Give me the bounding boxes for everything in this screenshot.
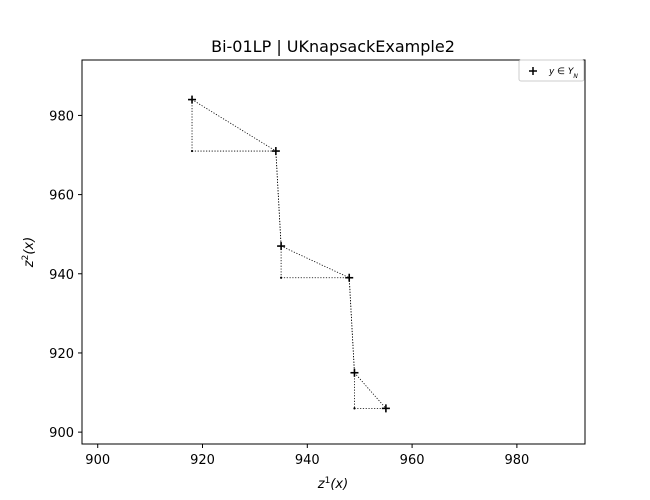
data-point-plus-icon	[381, 404, 390, 413]
y-tick-label: 920	[49, 347, 74, 362]
legend-box	[518, 59, 585, 82]
segment-link-line	[275, 151, 282, 247]
data-point-plus-icon	[188, 95, 197, 104]
legend-label: y ∈ YN	[548, 67, 578, 80]
x-tick-label: 960	[400, 453, 425, 468]
data-point-plus-icon	[271, 147, 280, 156]
y-tick-label: 900	[49, 426, 74, 441]
x-tick-label: 920	[190, 453, 215, 468]
nadir-point	[280, 276, 283, 279]
chart-title: Bi-01LP | UKnapsackExample2	[211, 37, 455, 56]
pareto-connector-line	[191, 99, 277, 152]
x-tick-label: 980	[504, 453, 529, 468]
plot-frame	[81, 59, 586, 445]
pareto-connector-line	[354, 372, 387, 409]
y-tick-label: 940	[49, 268, 74, 283]
nadir-point	[190, 149, 194, 153]
legend: y ∈ YN	[518, 59, 585, 82]
x-tick-label: 900	[85, 453, 110, 468]
x-tick-label: 940	[295, 453, 320, 468]
data-point-plus-icon	[345, 273, 354, 282]
y-tick-label: 980	[49, 109, 74, 124]
nadir-point	[353, 407, 356, 410]
plot-area: 900 920 940 960 980 900 920 940 960 980	[49, 59, 586, 468]
segment-link-line	[348, 277, 355, 373]
legend-marker-plus-icon	[529, 67, 537, 75]
data-point-plus-icon	[350, 368, 359, 377]
data-point-plus-icon	[277, 242, 286, 251]
pareto-connector-line	[280, 245, 350, 279]
x-axis-label: z1(x)	[317, 476, 348, 492]
y-tick-label: 960	[49, 189, 74, 204]
y-axis-label: z2(x)	[21, 237, 37, 268]
